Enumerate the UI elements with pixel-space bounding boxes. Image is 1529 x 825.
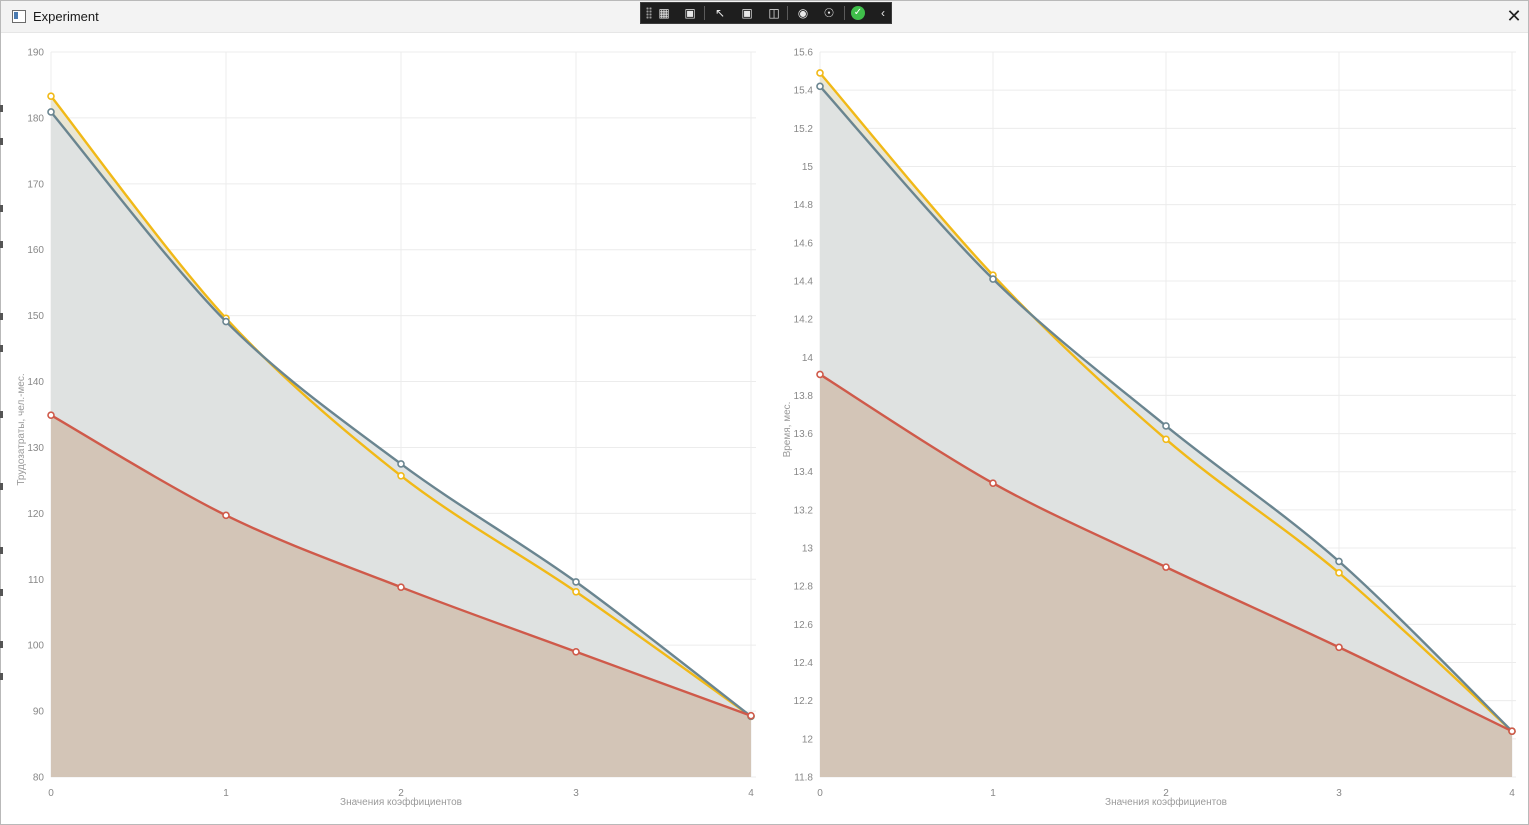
select-element-icon[interactable]: ↖ [714, 6, 726, 20]
track-focused-element-icon[interactable]: ◫ [768, 6, 780, 20]
toolbar-grip-icon[interactable] [646, 7, 652, 19]
y-tick-label: 140 [27, 377, 44, 388]
x-axis-title: Значения коэффициентов [340, 796, 462, 808]
y-tick-label: 12.6 [794, 620, 814, 631]
data-point-yellow[interactable] [47, 92, 55, 100]
x-tick-label: 0 [48, 788, 54, 799]
data-point-yellow[interactable] [397, 471, 405, 480]
data-point-red[interactable] [1335, 643, 1343, 652]
live-visual-tree-icon[interactable]: ▦ [658, 6, 670, 20]
data-point-red[interactable] [989, 479, 997, 487]
y-tick-label: 170 [27, 179, 44, 190]
y-tick-label: 110 [28, 575, 44, 586]
y-tick-label: 12 [802, 734, 814, 745]
data-point-red[interactable] [222, 511, 230, 520]
display-layout-adorners-icon[interactable]: ▣ [741, 6, 753, 20]
y-tick-label: 14.8 [794, 200, 814, 211]
y-tick-label: 13 [802, 544, 814, 555]
data-point-slate[interactable] [1335, 557, 1343, 566]
y-tick-label: 120 [27, 509, 44, 520]
close-icon[interactable]: ✕ [1506, 6, 1522, 26]
data-point-red[interactable] [47, 411, 55, 419]
y-tick-label: 14 [802, 353, 814, 364]
data-point-red[interactable] [816, 370, 824, 379]
x-tick-label: 3 [573, 788, 579, 799]
x-tick-label: 1 [223, 788, 229, 799]
record-icon[interactable]: ▣ [684, 6, 696, 20]
y-tick-label: 13.8 [794, 391, 814, 402]
data-point-slate[interactable] [572, 578, 580, 586]
data-point-yellow[interactable] [1162, 435, 1170, 444]
data-point-slate[interactable] [989, 275, 997, 283]
x-axis-title: Значения коэффициентов [1105, 796, 1227, 808]
data-point-slate[interactable] [47, 108, 55, 116]
hot-reload-status-icon[interactable]: ✓ [851, 6, 865, 20]
data-point-slate[interactable] [397, 460, 405, 468]
window-title: Experiment [33, 9, 99, 24]
y-tick-label: 180 [27, 113, 44, 124]
series-area-red [51, 415, 751, 777]
y-tick-label: 12.4 [794, 658, 814, 669]
time-chart: 11.81212.212.412.612.81313.213.413.613.8… [782, 48, 1516, 808]
y-tick-label: 12.2 [794, 696, 814, 707]
y-tick-label: 12.8 [794, 582, 814, 593]
window-app-icon [12, 10, 26, 23]
y-tick-label: 14.2 [794, 315, 814, 326]
y-tick-label: 80 [33, 773, 45, 784]
series-line-slate [50, 111, 752, 718]
data-point-slate[interactable] [816, 82, 824, 91]
data-point-yellow[interactable] [1335, 569, 1343, 577]
y-tick-label: 14.6 [794, 238, 814, 249]
data-point-slate[interactable] [1162, 422, 1170, 430]
binding-failures-icon[interactable]: ◉ [797, 6, 809, 20]
toolbar-separator [787, 6, 788, 20]
x-tick-label: 0 [817, 788, 823, 799]
data-point-red[interactable] [1162, 563, 1170, 571]
y-axis-title: Время, мес. [782, 402, 793, 458]
y-tick-label: 11.8 [794, 773, 813, 784]
y-tick-label: 15 [802, 162, 814, 173]
y-tick-label: 150 [27, 311, 44, 322]
series-area-red [820, 374, 1512, 777]
y-tick-label: 90 [33, 707, 45, 718]
y-tick-label: 14.4 [794, 276, 814, 287]
clipped-content-edge [0, 95, 4, 695]
toolbar-separator [844, 6, 845, 20]
y-tick-label: 15.2 [794, 124, 814, 135]
y-tick-label: 15.6 [794, 48, 814, 59]
x-tick-label: 4 [748, 788, 754, 799]
labor-chart: 80 90 100 110 120 130 140 150 160 170 180 190 0 1 2 3 4 З… [16, 48, 756, 808]
y-tick-label: 15.4 [794, 86, 814, 97]
y-tick-label: 190 [27, 48, 44, 59]
toolbar-separator [704, 6, 705, 20]
title-bar[interactable]: Experiment ▦ ▣ ↖ ▣ ◫ ◉ ☉ ✓ ‹ ✕ [1, 1, 1528, 33]
x-tick-label: 1 [990, 788, 996, 799]
data-point-red[interactable] [1508, 727, 1516, 736]
y-tick-label: 13.2 [794, 505, 814, 516]
y-tick-label: 13.4 [794, 467, 814, 478]
y-axis-title: Трудозатраты, чел.-мес. [16, 373, 27, 485]
data-point-red[interactable] [572, 647, 580, 656]
x-tick-label: 2 [398, 788, 404, 799]
data-point-red[interactable] [397, 583, 405, 591]
collapse-chevron-icon[interactable]: ‹ [881, 6, 885, 20]
y-tick-label: 160 [27, 245, 44, 256]
series-line-yellow [50, 95, 752, 718]
y-tick-label: 100 [27, 641, 44, 652]
debug-toolbar: ▦ ▣ ↖ ▣ ◫ ◉ ☉ ✓ ‹ [640, 2, 892, 24]
data-point-yellow[interactable] [816, 69, 824, 77]
x-tick-label: 3 [1336, 788, 1342, 799]
y-tick-label: 130 [27, 443, 44, 454]
data-point-yellow[interactable] [572, 587, 580, 596]
y-tick-label: 13.6 [794, 429, 814, 440]
x-tick-label: 4 [1509, 788, 1515, 799]
x-tick-label: 2 [1163, 788, 1169, 799]
accessibility-icon[interactable]: ☉ [823, 6, 835, 20]
data-point-red[interactable] [747, 711, 755, 720]
data-point-slate[interactable] [222, 317, 230, 326]
